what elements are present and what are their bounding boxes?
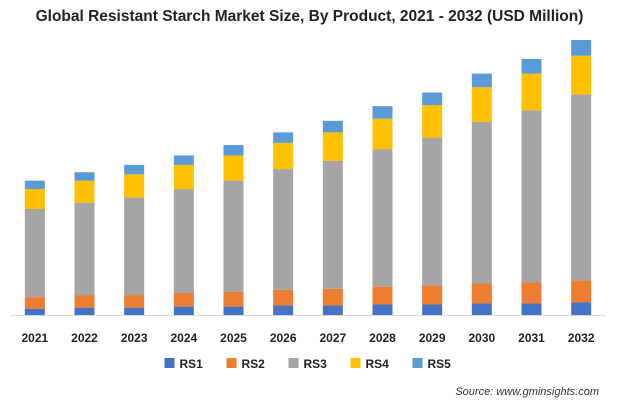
bar-segment-rs2-2028 <box>372 286 393 305</box>
bar-segment-rs4-2029 <box>422 105 443 138</box>
legend-label-rs3: RS3 <box>304 357 328 371</box>
x-tick-label-2024: 2024 <box>170 331 197 345</box>
bar-segment-rs5-2030 <box>471 73 492 88</box>
bar-segment-rs2-2024 <box>173 292 194 307</box>
x-tick-label-2028: 2028 <box>369 331 396 345</box>
x-tick-labels: 2021 2022 2023 2024 2025 2026 2027 2028 2029 2030… <box>21 331 594 345</box>
x-tick-label-2032: 2032 <box>568 331 595 345</box>
bar-segment-rs3-2029 <box>422 137 443 286</box>
bar-segment-rs3-2028 <box>372 149 393 287</box>
legend-swatch-rs5 <box>412 358 423 368</box>
bar-segment-rs1-2022 <box>74 307 95 315</box>
bar-segment-rs1-2029 <box>422 304 443 315</box>
bar-segment-rs3-2026 <box>273 169 294 290</box>
x-tick-label-2027: 2027 <box>319 331 346 345</box>
bar-segment-rs1-2021 <box>24 308 45 315</box>
bar-segment-rs4-2026 <box>273 142 294 170</box>
bar-segment-rs4-2024 <box>173 164 194 190</box>
bar-segment-rs2-2025 <box>223 291 244 307</box>
bar-segment-rs2-2031 <box>521 282 542 304</box>
bar-segment-rs5-2021 <box>24 180 45 190</box>
legend-swatch-rs1 <box>164 358 175 368</box>
bar-segment-rs5-2032 <box>571 40 592 56</box>
x-tick-label-2031: 2031 <box>518 331 545 345</box>
bar-segment-rs1-2032 <box>571 302 592 315</box>
bar-segment-rs1-2025 <box>223 306 244 315</box>
bars-group <box>24 40 592 315</box>
bar-segment-rs5-2031 <box>521 58 542 74</box>
legend-label-rs2: RS2 <box>242 357 266 371</box>
x-tick-label-2021: 2021 <box>21 331 48 345</box>
bar-segment-rs5-2024 <box>173 155 194 165</box>
source-note: Source: www.gminsights.com <box>455 386 599 398</box>
bar-segment-rs5-2023 <box>124 164 145 175</box>
bar-segment-rs1-2028 <box>372 304 393 315</box>
bar-segment-rs5-2026 <box>273 132 294 143</box>
chart-title: Global Resistant Starch Market Size, By … <box>35 8 584 25</box>
x-tick-label-2022: 2022 <box>71 331 98 345</box>
bar-segment-rs4-2030 <box>471 87 492 122</box>
bar-segment-rs4-2028 <box>372 118 393 150</box>
bar-segment-rs2-2030 <box>471 283 492 304</box>
bar-segment-rs3-2022 <box>74 202 95 296</box>
legend-swatch-rs4 <box>350 358 361 368</box>
x-tick-label-2023: 2023 <box>121 331 148 345</box>
bar-segment-rs4-2031 <box>521 73 542 111</box>
bar-segment-rs2-2026 <box>273 289 294 306</box>
bar-segment-rs4-2022 <box>74 180 95 203</box>
legend-swatch-rs3 <box>288 358 299 368</box>
bar-segment-rs3-2027 <box>322 160 343 289</box>
bar-segment-rs4-2027 <box>322 132 343 161</box>
bar-segment-rs1-2027 <box>322 305 343 315</box>
bar-segment-rs3-2021 <box>24 208 45 298</box>
bar-segment-rs3-2030 <box>471 121 492 284</box>
legend: RS1 RS2 RS3 RS4 RS5 <box>164 357 452 371</box>
bar-segment-rs2-2021 <box>24 297 45 309</box>
bar-segment-rs5-2022 <box>74 172 95 181</box>
legend-label-rs1: RS1 <box>180 357 204 371</box>
bar-segment-rs2-2027 <box>322 288 343 306</box>
bar-segment-rs3-2023 <box>124 197 145 296</box>
bar-segment-rs1-2026 <box>273 305 294 315</box>
bar-segment-rs5-2027 <box>322 120 343 133</box>
bar-segment-rs4-2025 <box>223 155 244 181</box>
x-tick-label-2025: 2025 <box>220 331 247 345</box>
bar-segment-rs1-2030 <box>471 303 492 315</box>
bar-segment-rs2-2032 <box>571 280 592 303</box>
legend-label-rs4: RS4 <box>366 357 390 371</box>
legend-swatch-rs2 <box>226 358 237 368</box>
bar-segment-rs1-2031 <box>521 303 542 315</box>
bar-segment-rs3-2024 <box>173 189 194 293</box>
bar-segment-rs4-2023 <box>124 174 145 198</box>
bar-segment-rs3-2031 <box>521 110 542 283</box>
bar-segment-rs3-2032 <box>571 94 592 281</box>
bar-segment-rs4-2021 <box>24 189 45 209</box>
bar-segment-rs1-2023 <box>124 307 145 315</box>
bar-segment-rs5-2029 <box>422 92 443 106</box>
bar-segment-rs1-2024 <box>173 306 194 315</box>
bar-segment-rs2-2023 <box>124 295 145 308</box>
x-tick-label-2030: 2030 <box>468 331 495 345</box>
x-tick-label-2026: 2026 <box>270 331 297 345</box>
legend-label-rs5: RS5 <box>428 357 452 371</box>
x-tick-label-2029: 2029 <box>419 331 446 345</box>
bar-segment-rs2-2029 <box>422 285 443 305</box>
bar-segment-rs2-2022 <box>74 295 95 308</box>
bar-segment-rs4-2032 <box>571 55 592 95</box>
bar-segment-rs3-2025 <box>223 180 244 292</box>
bar-segment-rs5-2028 <box>372 106 393 119</box>
bar-segment-rs5-2025 <box>223 144 244 156</box>
